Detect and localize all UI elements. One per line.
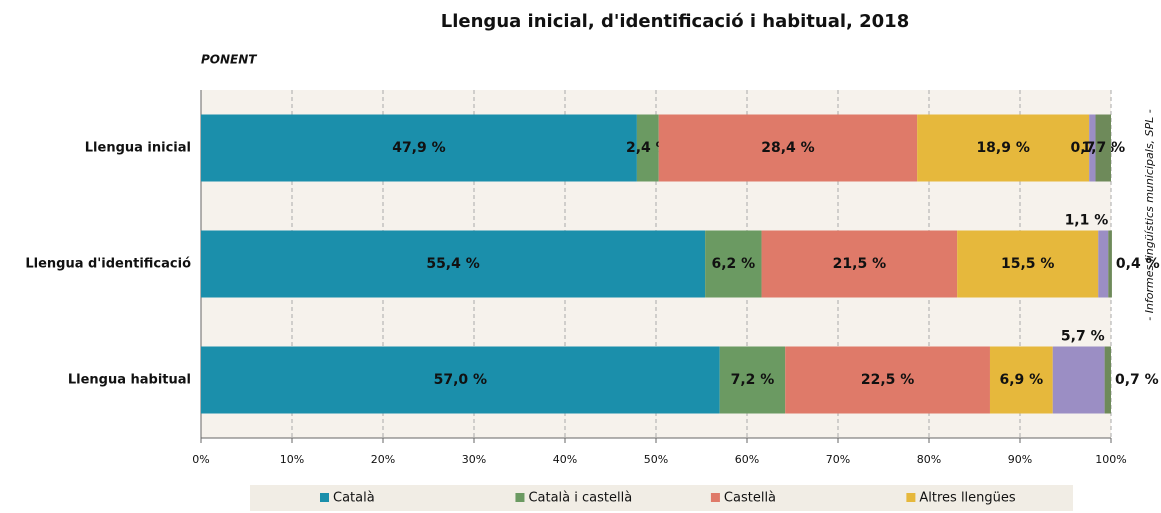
bar-segment bbox=[636, 114, 659, 182]
y-tick-label: Llengua d'identificació bbox=[25, 257, 191, 272]
x-tick-label: 30% bbox=[462, 453, 486, 466]
legend-swatch bbox=[906, 493, 916, 502]
data-label: 57,0 % bbox=[434, 372, 487, 388]
x-tick-label: 60% bbox=[735, 453, 759, 466]
bar-segment bbox=[1104, 346, 1111, 414]
bar-segment bbox=[719, 346, 786, 414]
y-tick-label: Llengua habitual bbox=[68, 373, 191, 388]
bar-segment bbox=[201, 346, 720, 414]
bar-segment bbox=[1052, 346, 1105, 414]
y-tick-label: Llengua inicial bbox=[85, 141, 191, 156]
legend-swatch bbox=[320, 493, 329, 502]
bar-segment bbox=[1095, 114, 1111, 182]
bar-segment bbox=[957, 230, 1099, 298]
data-label: 55,4 % bbox=[426, 256, 479, 272]
bar-segment bbox=[1089, 114, 1096, 182]
x-tick-label: 70% bbox=[826, 453, 850, 466]
data-label: 47,9 % bbox=[392, 140, 445, 156]
data-label: 0,7 % bbox=[1115, 372, 1159, 388]
legend-label: Català i castellà bbox=[528, 491, 632, 506]
data-label: 28,4 % bbox=[761, 140, 814, 156]
x-tick-label: 50% bbox=[644, 453, 668, 466]
bar-segment bbox=[917, 114, 1090, 182]
data-label: 18,9 % bbox=[976, 140, 1029, 156]
x-tick-label: 100% bbox=[1095, 453, 1126, 466]
legend-swatch bbox=[515, 493, 525, 502]
legend-label: Català bbox=[333, 491, 375, 506]
bar-segment bbox=[1098, 230, 1109, 298]
bar-segment bbox=[201, 114, 637, 182]
x-tick-label: 90% bbox=[1008, 453, 1032, 466]
side-note: - Informes lingüístics municipals, SPL - bbox=[1143, 109, 1156, 321]
bar-segment bbox=[705, 230, 762, 298]
x-tick-label: 80% bbox=[917, 453, 941, 466]
data-label: 1,7 % bbox=[1081, 140, 1125, 156]
x-tick-label: 40% bbox=[553, 453, 577, 466]
data-label: 21,5 % bbox=[833, 256, 886, 272]
data-label: 22,5 % bbox=[861, 372, 914, 388]
bar-segment bbox=[761, 230, 958, 298]
legend-label: Altres llengües bbox=[919, 491, 1016, 506]
legend-label: Castellà bbox=[724, 491, 776, 506]
chart-title: Llengua inicial, d'identificació i habit… bbox=[441, 11, 909, 32]
data-label: 0,4 % bbox=[1116, 256, 1160, 272]
data-label: 5,7 % bbox=[1061, 329, 1105, 345]
bar-segment bbox=[989, 346, 1053, 414]
legend-box bbox=[250, 485, 1073, 511]
subtitle: PONENT bbox=[201, 53, 257, 67]
data-label: 6,9 % bbox=[1000, 372, 1044, 388]
x-tick-label: 10% bbox=[280, 453, 304, 466]
bar-segment bbox=[1108, 230, 1112, 298]
x-tick-label: 0% bbox=[192, 453, 209, 466]
legend-swatch bbox=[710, 493, 720, 502]
x-tick-label: 20% bbox=[371, 453, 395, 466]
data-label: 15,5 % bbox=[1001, 256, 1054, 272]
bar-segment bbox=[785, 346, 990, 414]
data-label: 6,2 % bbox=[711, 256, 755, 272]
data-label: 1,1 % bbox=[1065, 213, 1109, 229]
bar-segment bbox=[658, 114, 918, 182]
bar-segment bbox=[201, 230, 706, 298]
data-label: 7,2 % bbox=[731, 372, 775, 388]
